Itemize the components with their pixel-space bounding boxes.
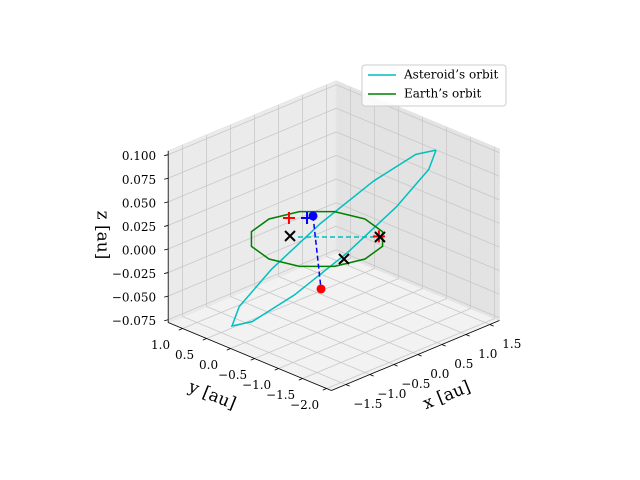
z-tick (164, 177, 169, 180)
z-tick (164, 295, 169, 298)
z-tick-label: 0.050 (122, 196, 156, 210)
z-tick (164, 154, 169, 157)
legend: Asteroid’s orbit Earth’s orbit (361, 64, 507, 107)
grid-line (182, 316, 346, 385)
y-tick (250, 358, 255, 361)
x-tick-label: 0.0 (430, 367, 449, 381)
x-tick-label: 1.5 (502, 337, 521, 351)
x-tick (489, 324, 494, 327)
axis-line (331, 320, 500, 391)
z-tick-label: −0.025 (112, 267, 156, 281)
point-marker (282, 212, 295, 224)
grid-line (336, 178, 500, 248)
back-pane-x (335, 80, 500, 322)
grid-line (302, 308, 471, 379)
y-tick-label: 0.0 (199, 358, 218, 372)
y-tick (178, 328, 183, 331)
grid-line (254, 286, 418, 355)
y-tick (226, 348, 231, 351)
x-tick-label: 1.0 (478, 347, 497, 361)
y-tick (298, 378, 303, 381)
legend-label: Asteroid’s orbit (403, 68, 498, 82)
grid-line (168, 131, 337, 203)
point-marker (316, 284, 326, 294)
y-tick-label: 0.5 (175, 348, 194, 362)
x-tick-label: −1.5 (353, 397, 382, 411)
y-tick-label: −0.5 (218, 368, 247, 382)
grid-line (168, 249, 337, 321)
grid-line (168, 84, 337, 156)
y-tick (202, 338, 207, 341)
x-tick (345, 384, 350, 387)
grid-line (336, 131, 500, 201)
z-tick-label: 0.025 (122, 220, 156, 234)
z-tick (164, 225, 169, 227)
z-tick-label: −0.050 (112, 291, 156, 305)
axis-line (168, 322, 332, 391)
orbit-line (230, 149, 437, 327)
panes (164, 80, 501, 392)
y-tick-label: −1.5 (266, 388, 295, 402)
y-axis-title: y [au] (185, 377, 239, 414)
y-tick-label: −2.0 (290, 398, 319, 412)
z-tick (164, 201, 169, 204)
point-marker (284, 230, 296, 242)
x-tick-label: −1.0 (377, 387, 406, 401)
grid-line (206, 306, 370, 375)
y-tick (322, 388, 327, 391)
point-marker (374, 231, 386, 243)
grid-line (230, 296, 394, 365)
grid-line (326, 318, 495, 389)
z-tick-label: 0.075 (122, 173, 156, 187)
grid-line (278, 298, 447, 369)
z-tick (164, 272, 169, 274)
grid-line (230, 278, 399, 349)
z-tick (164, 319, 169, 322)
grid-line (182, 258, 351, 329)
z-tick (164, 248, 169, 251)
y-tick-label: 1.0 (151, 338, 170, 352)
y-tick (274, 368, 279, 371)
grid-line (278, 276, 442, 345)
z-axis-title: z [au] (93, 211, 113, 260)
grid-line (206, 268, 375, 339)
grid-line (168, 202, 337, 273)
grid-line (336, 202, 500, 271)
point-marker (301, 212, 314, 224)
grid-line (254, 288, 423, 359)
x-tick-label: −0.5 (401, 377, 430, 391)
grid-line (336, 249, 500, 319)
x-tick (417, 354, 422, 357)
legend-frame (361, 64, 507, 107)
plot-area: −1.5−1.0−0.50.00.51.01.51.00.50.0−0.5−1.… (112, 149, 522, 412)
grid-line (336, 107, 500, 177)
grid-line (302, 266, 466, 335)
grid-line (336, 155, 500, 224)
orbit-line (250, 210, 384, 268)
legend-label: Earth’s orbit (404, 87, 481, 101)
x-tick (465, 334, 470, 337)
grid-line (168, 178, 337, 250)
grid-line (326, 256, 490, 325)
x-tick (393, 364, 398, 367)
z-tick-label: 0.000 (122, 244, 156, 258)
point-marker (308, 211, 318, 221)
dashed-line (312, 215, 322, 290)
grid-line (168, 155, 337, 226)
x-tick-label: 0.5 (454, 357, 473, 371)
grid-line (168, 107, 337, 179)
point-marker (338, 253, 350, 265)
x-tick (369, 374, 374, 377)
x-tick (441, 344, 446, 347)
y-tick-label: −1.0 (242, 378, 271, 392)
z-tick-label: −0.075 (112, 314, 156, 328)
grid-line (168, 225, 337, 297)
z-tick-label: 0.100 (122, 149, 156, 163)
